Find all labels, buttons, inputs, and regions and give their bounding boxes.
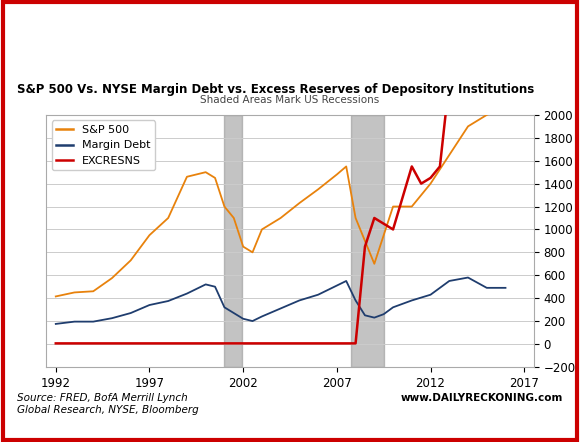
Legend: S&P 500, Margin Debt, EXCRESNS: S&P 500, Margin Debt, EXCRESNS [52, 121, 155, 171]
Text: S&P 500 Vs. NYSE Margin Debt vs. Excess Reserves of Depository Institutions: S&P 500 Vs. NYSE Margin Debt vs. Excess … [17, 83, 535, 96]
Text: Source: FRED, BofA Merrill Lynch
Global Research, NYSE, Bloomberg: Source: FRED, BofA Merrill Lynch Global … [17, 393, 199, 415]
Text: www.DAILYRECKONING.com: www.DAILYRECKONING.com [400, 393, 563, 403]
Bar [351, 115, 384, 367]
Text: Don't Stop the Party: Don't Stop the Party [17, 25, 368, 54]
Text: Shaded Areas Mark US Recessions: Shaded Areas Mark US Recessions [200, 95, 380, 105]
Bar [224, 115, 242, 367]
